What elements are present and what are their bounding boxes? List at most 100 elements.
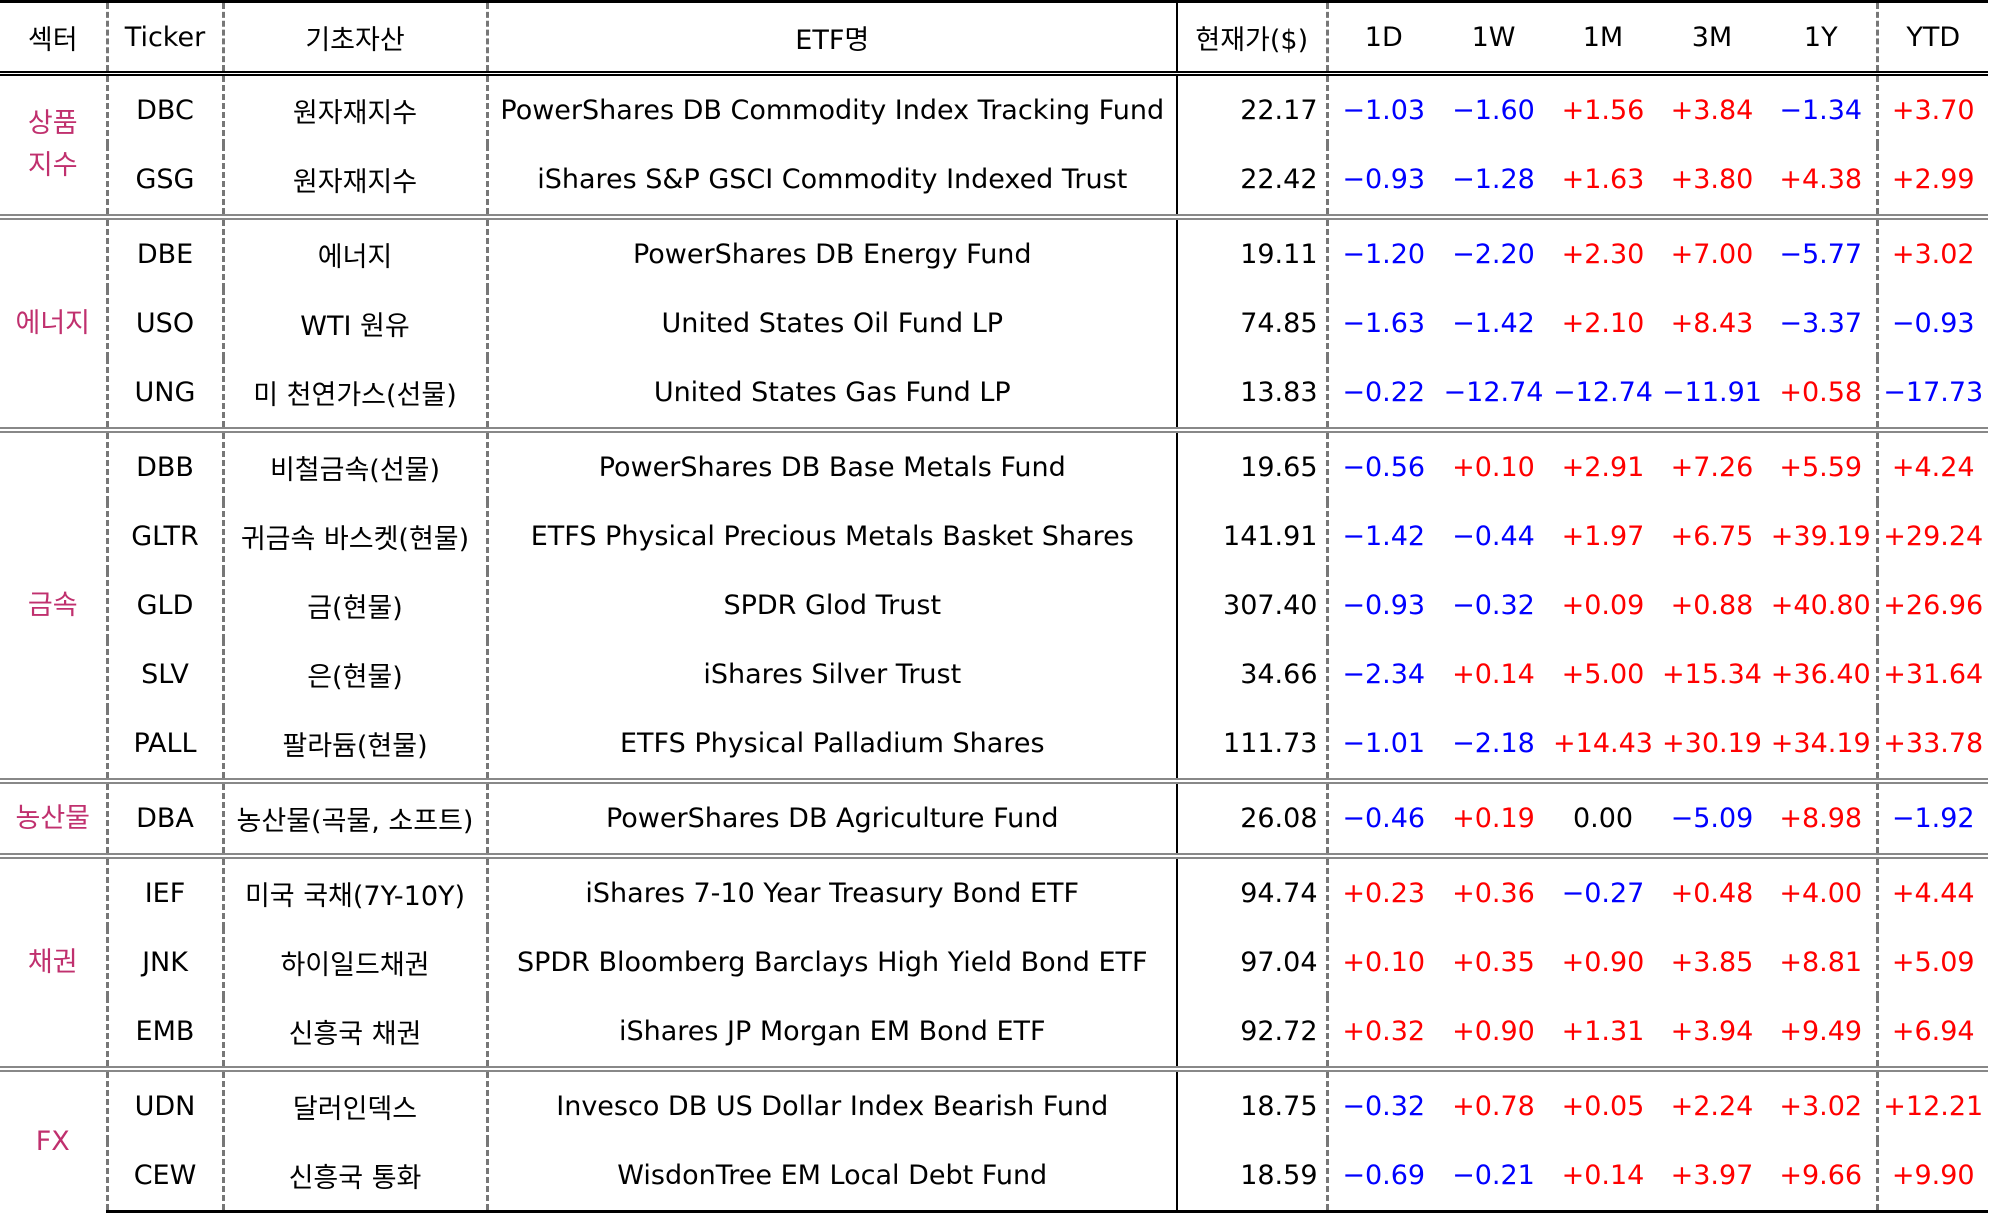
ticker-cell: UNG — [107, 358, 225, 430]
ticker-cell: GSG — [107, 145, 225, 217]
etf-name-cell: United States Oil Fund LP — [487, 289, 1178, 358]
etf-name-cell: Invesco DB US Dollar Index Bearish Fund — [487, 1066, 1178, 1141]
price-cell: 307.40 — [1177, 571, 1329, 640]
asset-cell: 원자재지수 — [223, 73, 489, 145]
return-1w-cell: −0.21 — [1439, 1141, 1548, 1213]
return-1w-cell: +0.35 — [1452, 947, 1535, 978]
etf-name-cell: SPDR Bloomberg Barclays High Yield Bond … — [487, 928, 1178, 997]
asset-cell: 귀금속 바스켓(현물) — [223, 502, 489, 571]
ticker-cell: EMB — [107, 997, 225, 1069]
return-ytd-cell: −17.73 — [1883, 377, 1984, 408]
return-1m-cell: +0.05 — [1548, 1066, 1658, 1141]
return-1y-cell: +40.80 — [1766, 571, 1879, 640]
table-row: GLD 금(현물) SPDR Glod Trust 307.40 −0.93 −0.32 +… — [0, 571, 1988, 640]
asset-cell: 농산물(곡물, 소프트) — [223, 778, 489, 856]
table-row: EMB 신흥국 채권 iShares JP Morgan EM Bond ETF 92… — [0, 997, 1988, 1069]
return-1d-cell: +0.23 — [1327, 853, 1439, 928]
return-3m-cell: +2.24 — [1658, 1066, 1766, 1141]
return-1y-cell: +4.00 — [1766, 853, 1879, 928]
return-3m-cell: +7.26 — [1658, 427, 1766, 502]
return-3m-cell: −11.91 — [1662, 377, 1762, 408]
return-1w-cell: −12.74 — [1443, 377, 1544, 408]
return-ytd-cell: +33.78 — [1883, 728, 1984, 759]
return-1m-cell: +2.10 — [1561, 308, 1645, 339]
return-1d-cell: +0.32 — [1342, 1016, 1426, 1047]
return-1y-cell: +36.40 — [1766, 640, 1879, 709]
return-1m-cell: +14.43 — [1553, 728, 1653, 759]
ticker-cell: USO — [107, 289, 225, 358]
table-row: SLV 은(현물) iShares Silver Trust 34.66 −2.34 +0… — [0, 640, 1988, 709]
table-row: 채권 IEF 미국 국채(7Y-10Y) iShares 7-10 Year Trea… — [0, 853, 1988, 1069]
return-1w-cell: +0.36 — [1439, 853, 1548, 928]
header-etf-name: ETF명 — [487, 0, 1178, 76]
return-ytd-cell: +12.21 — [1877, 1066, 1988, 1141]
return-1y-cell: +34.19 — [1766, 709, 1879, 781]
return-ytd-cell: +4.44 — [1877, 853, 1988, 928]
return-ytd-cell: +9.90 — [1877, 1141, 1988, 1213]
ticker-cell: JNK — [107, 928, 225, 997]
header-1y: 1Y — [1766, 0, 1879, 76]
etf-name-cell: ETFS Physical Palladium Shares — [487, 709, 1178, 781]
return-1w-cell: +0.78 — [1439, 1066, 1548, 1141]
table-row: PALL 팔라듐(현물) ETFS Physical Palladium Share… — [0, 709, 1988, 781]
asset-cell: 미국 국채(7Y-10Y) — [223, 853, 489, 928]
table-row: JNK 하이일드채권 SPDR Bloomberg Barclays High Yi… — [0, 928, 1988, 997]
table-row: GLTR 귀금속 바스켓(현물) ETFS Physical Precious Me… — [0, 502, 1988, 571]
table-body: 상품 지수 DBC 원자재지수 PowerShares DB Commodity In… — [0, 73, 1988, 1213]
etf-name-cell: PowerShares DB Base Metals Fund — [487, 427, 1178, 502]
price-cell: 34.66 — [1177, 640, 1329, 709]
return-1w-cell: −1.28 — [1452, 164, 1535, 195]
table-row: 농산물 DBA 농산물(곡물, 소프트) PowerShares DB Agricul… — [0, 778, 1988, 856]
return-1y-cell: +4.38 — [1766, 145, 1879, 217]
sector-cell: 채권 — [0, 853, 109, 1069]
asset-cell: 달러인덱스 — [223, 1066, 489, 1141]
etf-name-cell: PowerShares DB Energy Fund — [487, 214, 1178, 289]
price-cell: 13.83 — [1177, 358, 1329, 430]
return-ytd-cell: +5.09 — [1891, 947, 1975, 978]
price-cell: 19.11 — [1177, 214, 1329, 289]
header-ticker: Ticker — [107, 0, 225, 76]
return-1w-cell: +0.19 — [1439, 778, 1548, 856]
return-1w-cell: −0.32 — [1452, 590, 1535, 621]
table-row: FX UDN 달러인덱스 Invesco DB US Dollar Index Bea… — [0, 1066, 1988, 1212]
asset-cell: 미 천연가스(선물) — [223, 358, 489, 430]
return-ytd-cell: +3.70 — [1891, 95, 1975, 126]
return-1d-cell: −0.22 — [1342, 377, 1426, 408]
return-ytd-cell: +4.24 — [1877, 427, 1988, 502]
return-1y-cell: +8.81 — [1766, 928, 1879, 997]
header-sector: 섹터 — [0, 0, 109, 76]
header-price: 현재가($) — [1177, 0, 1329, 76]
table-row: 금속 DBB 비철금속(선물) PowerShares DB Base Metals … — [0, 427, 1988, 781]
return-3m-cell: +3.80 — [1670, 164, 1754, 195]
ticker-cell: DBB — [107, 427, 225, 502]
asset-cell: 에너지 — [223, 214, 489, 289]
return-1m-cell: −0.27 — [1548, 853, 1658, 928]
asset-cell: WTI 원유 — [223, 289, 489, 358]
return-1w-cell: +0.10 — [1439, 427, 1548, 502]
return-1y-cell: +9.49 — [1766, 997, 1879, 1069]
return-3m-cell: +30.19 — [1662, 728, 1762, 759]
return-3m-cell: +6.75 — [1670, 521, 1754, 552]
return-1y-cell: −3.37 — [1766, 289, 1879, 358]
return-1m-cell: +1.97 — [1561, 521, 1645, 552]
return-3m-cell: +7.00 — [1658, 214, 1766, 289]
price-cell: 94.74 — [1177, 853, 1329, 928]
etf-name-cell: iShares JP Morgan EM Bond ETF — [487, 997, 1178, 1069]
return-1y-cell: +0.58 — [1766, 358, 1879, 430]
ticker-cell: DBE — [107, 214, 225, 289]
table-row: 상품 지수 DBC 원자재지수 PowerShares DB Commodity In… — [0, 73, 1988, 217]
return-3m-cell: +15.34 — [1662, 659, 1762, 690]
table-row: UNG 미 천연가스(선물) United States Gas Fund LP 13… — [0, 358, 1988, 430]
header-asset: 기초자산 — [223, 0, 489, 76]
header-row: 섹터 Ticker 기초자산 ETF명 현재가($) 1D 1W 1M 3M 1… — [0, 0, 1988, 76]
price-cell: 19.65 — [1177, 427, 1329, 502]
return-1w-cell: +0.90 — [1452, 1016, 1535, 1047]
etf-name-cell: SPDR Glod Trust — [487, 571, 1178, 640]
table-row: 에너지 DBE 에너지 PowerShares DB Energy Fund 19.11… — [0, 214, 1988, 430]
return-3m-cell: +3.85 — [1670, 947, 1754, 978]
header-1d: 1D — [1327, 0, 1439, 76]
return-1m-cell: +0.90 — [1561, 947, 1645, 978]
table-row: USO WTI 원유 United States Oil Fund LP 74.85−… — [0, 289, 1988, 358]
asset-cell: 원자재지수 — [223, 145, 489, 217]
asset-cell: 신흥국 통화 — [223, 1141, 489, 1213]
